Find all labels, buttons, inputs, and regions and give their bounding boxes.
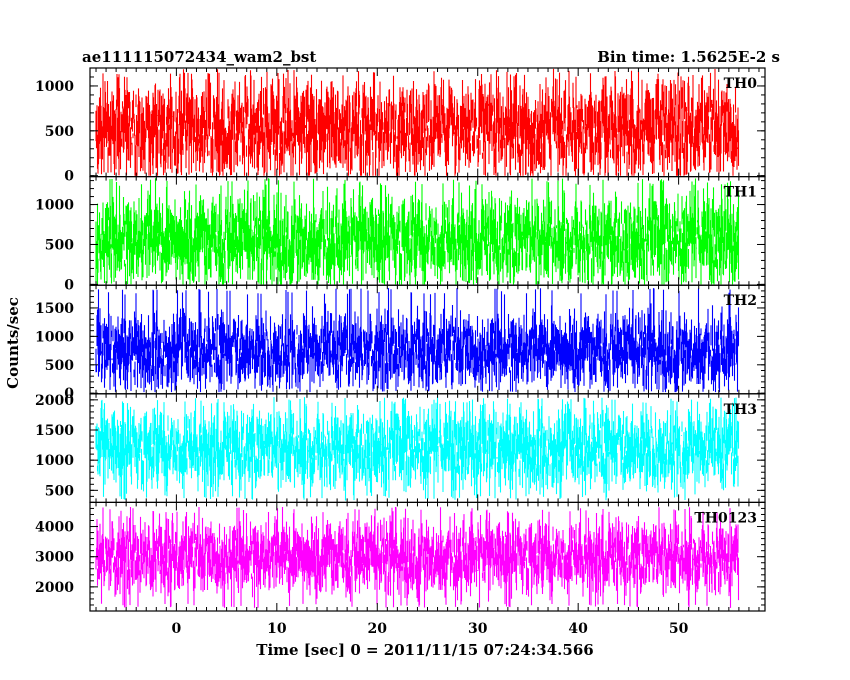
chart-title-left: ae111115072434_wam2_bst (82, 48, 316, 66)
y-tick-label: 0 (64, 277, 74, 293)
y-tick-label: 1500 (35, 423, 74, 439)
series-th0123 (95, 507, 740, 608)
y-tick-label: 500 (45, 358, 74, 374)
y-tick-label: 0 (64, 386, 74, 402)
panel-label-th3: TH3 (724, 402, 757, 418)
x-tick-label: 20 (368, 621, 388, 637)
x-axis-title: Time [sec] 0 = 2011/11/15 07:24:34.566 (256, 641, 593, 659)
y-axis-title: Counts/sec (4, 297, 22, 389)
chart-title-right: Bin time: 1.5625E-2 s (597, 48, 780, 66)
series-th2 (95, 288, 740, 393)
y-tick-label: 3000 (35, 550, 74, 566)
series-th3 (95, 397, 740, 501)
panel-label-th1: TH1 (724, 185, 757, 201)
x-tick-label: 10 (267, 621, 287, 637)
x-tick-label: 0 (172, 621, 182, 637)
y-tick-label: 2000 (35, 393, 74, 409)
panel-label-th0: TH0 (724, 76, 758, 92)
y-tick-label: 0 (64, 169, 74, 185)
y-tick-label: 500 (45, 483, 74, 499)
y-tick-label: 4000 (35, 520, 74, 536)
series-th1 (95, 178, 740, 285)
panel-label-th2: TH2 (724, 293, 757, 309)
panel-label-th0123: TH0123 (694, 510, 757, 526)
x-tick-label: 40 (568, 621, 588, 637)
y-tick-label: 1000 (35, 329, 74, 345)
y-tick-label: 1000 (35, 198, 74, 214)
x-tick-label: 50 (669, 621, 689, 637)
y-tick-label: 1000 (35, 453, 74, 469)
y-tick-label: 500 (45, 124, 74, 140)
x-tick-label: 30 (468, 621, 488, 637)
y-tick-label: 2000 (35, 580, 74, 596)
y-tick-label: 500 (45, 237, 74, 253)
y-tick-label: 1500 (35, 301, 74, 317)
series-th0 (95, 68, 740, 176)
y-tick-label: 1000 (35, 79, 74, 95)
